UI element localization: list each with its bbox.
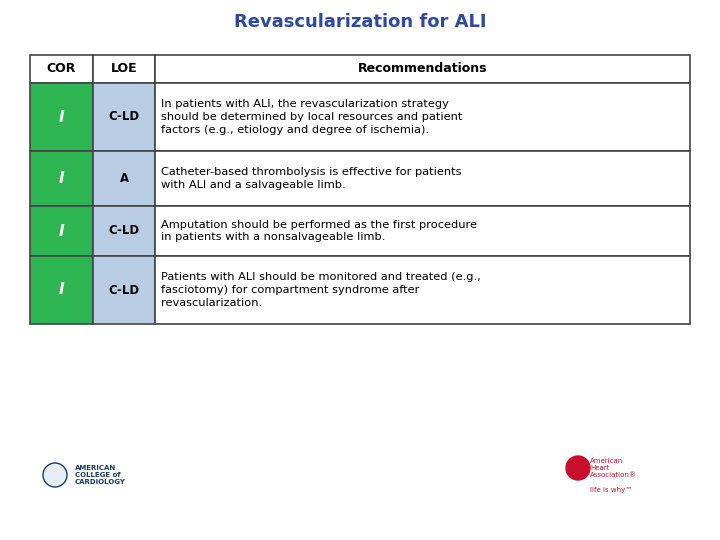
Bar [156,151,690,206]
Text: Catheter-based thrombolysis is effective for patients
with ALI and a salvageable: Catheter-based thrombolysis is effective… [161,167,462,190]
Bar [93,206,156,256]
Text: I: I [58,171,64,186]
Text: Revascularization for ALI: Revascularization for ALI [234,13,486,31]
Text: C-LD: C-LD [109,225,140,238]
Text: life is why™: life is why™ [590,487,632,493]
Text: Recommendations: Recommendations [358,63,487,76]
Text: American
Heart
Association®: American Heart Association® [590,458,637,478]
Bar [93,83,156,151]
Bar [30,151,93,206]
Text: COR: COR [47,63,76,76]
Bar [30,206,93,256]
Bar [30,83,93,151]
Text: A: A [120,172,129,185]
Text: I: I [58,224,64,239]
Bar [93,151,156,206]
Text: I: I [58,110,64,125]
Text: Patients with ALI should be monitored and treated (e.g.,
fasciotomy) for compart: Patients with ALI should be monitored an… [161,272,481,308]
Bar [30,256,93,324]
Bar [156,83,690,151]
Text: C-LD: C-LD [109,111,140,124]
Bar [93,55,156,83]
Bar [93,256,156,324]
Text: In patients with ALI, the revascularization strategy
should be determined by loc: In patients with ALI, the revascularizat… [161,99,463,135]
Bar [156,55,690,83]
Circle shape [566,456,590,480]
Text: AMERICAN
COLLEGE of
CARDIOLOGY: AMERICAN COLLEGE of CARDIOLOGY [75,465,126,485]
Bar [156,256,690,324]
Text: C-LD: C-LD [109,284,140,296]
Text: Amputation should be performed as the first procedure
in patients with a nonsalv: Amputation should be performed as the fi… [161,220,477,242]
Circle shape [43,463,67,487]
Text: I: I [58,282,64,298]
Text: LOE: LOE [111,63,138,76]
Bar [30,55,93,83]
Bar [156,206,690,256]
